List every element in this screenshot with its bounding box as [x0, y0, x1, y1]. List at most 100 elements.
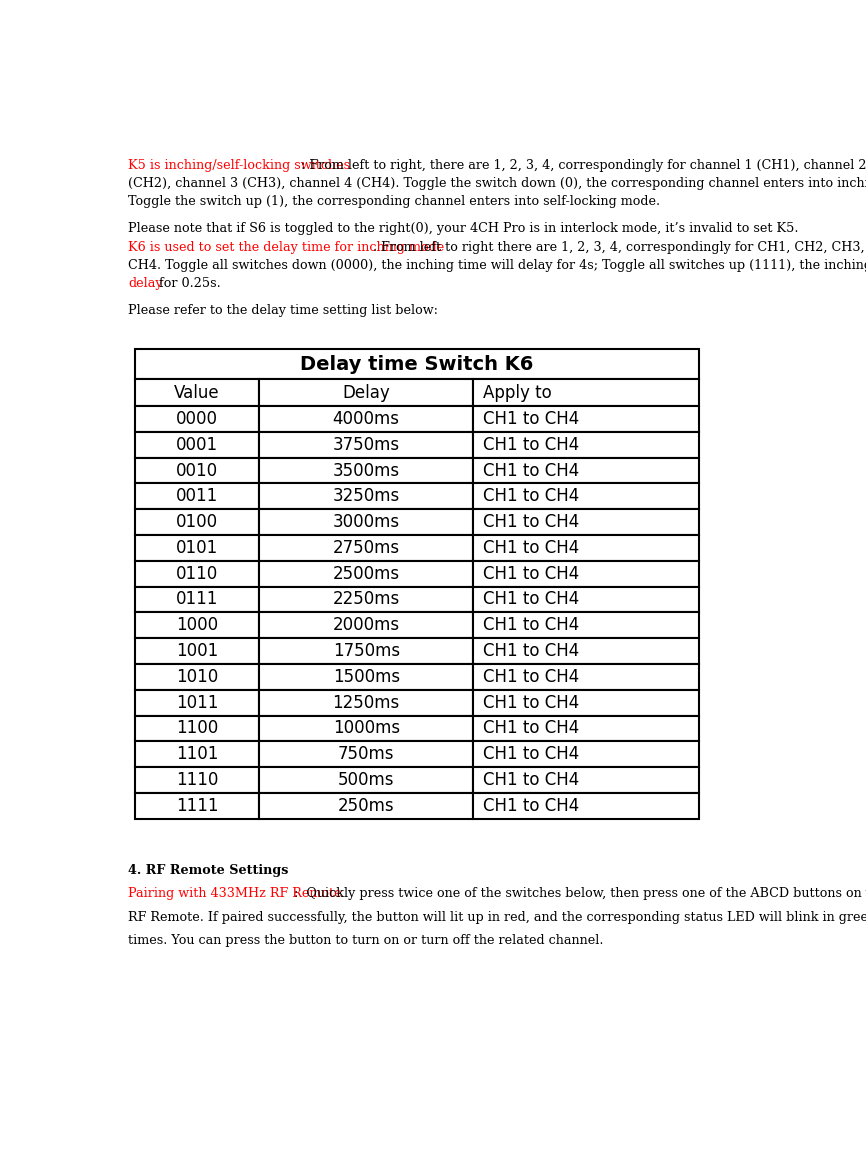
Text: (CH2), channel 3 (CH3), channel 4 (CH4). Toggle the switch down (0), the corresp: (CH2), channel 3 (CH3), channel 4 (CH4).…: [128, 177, 866, 190]
Bar: [474, 458, 699, 483]
Bar: [135, 664, 259, 690]
Bar: [474, 612, 699, 638]
Text: 1500ms: 1500ms: [333, 667, 400, 686]
Text: Please refer to the delay time setting list below:: Please refer to the delay time setting l…: [128, 304, 438, 317]
Text: 0000: 0000: [176, 410, 218, 428]
Text: 4. RF Remote Settings: 4. RF Remote Settings: [128, 864, 288, 877]
Bar: [259, 612, 474, 638]
Bar: [474, 690, 699, 716]
Text: Pairing with 433MHz RF Remote: Pairing with 433MHz RF Remote: [128, 887, 342, 900]
Bar: [474, 716, 699, 741]
Bar: [135, 483, 259, 509]
Bar: [135, 349, 699, 380]
Text: CH1 to CH4: CH1 to CH4: [483, 616, 579, 635]
Text: Please note that if S6 is toggled to the right(0), your 4CH Pro is in interlock : Please note that if S6 is toggled to the…: [128, 222, 798, 235]
Bar: [259, 535, 474, 560]
Bar: [135, 690, 259, 716]
Text: Delay: Delay: [342, 383, 390, 402]
Bar: [135, 612, 259, 638]
Text: 1101: 1101: [176, 745, 218, 764]
Bar: [259, 586, 474, 612]
Text: 1010: 1010: [176, 667, 218, 686]
Text: CH1 to CH4: CH1 to CH4: [483, 667, 579, 686]
Text: K5 is inching/self-locking switches: K5 is inching/self-locking switches: [128, 159, 351, 172]
Text: 500ms: 500ms: [338, 771, 395, 788]
Bar: [474, 664, 699, 690]
Text: 1011: 1011: [176, 693, 218, 712]
Text: . From left to right there are 1, 2, 3, 4, correspondingly for CH1, CH2, CH3,: . From left to right there are 1, 2, 3, …: [373, 241, 865, 254]
Bar: [135, 432, 259, 458]
Text: 0001: 0001: [176, 436, 218, 454]
Text: 2500ms: 2500ms: [333, 565, 400, 583]
Bar: [474, 407, 699, 432]
Text: CH1 to CH4: CH1 to CH4: [483, 745, 579, 764]
Bar: [474, 509, 699, 535]
Text: 3250ms: 3250ms: [333, 488, 400, 505]
Bar: [259, 767, 474, 793]
Bar: [474, 638, 699, 664]
Bar: [474, 586, 699, 612]
Text: K6 is used to set the delay time for inching mode: K6 is used to set the delay time for inc…: [128, 241, 444, 254]
Text: 1001: 1001: [176, 642, 218, 660]
Text: Toggle the switch up (1), the corresponding channel enters into self-locking mod: Toggle the switch up (1), the correspond…: [128, 195, 661, 208]
Bar: [474, 793, 699, 819]
Bar: [135, 716, 259, 741]
Text: 250ms: 250ms: [338, 797, 395, 814]
Bar: [259, 458, 474, 483]
Text: 1100: 1100: [176, 719, 218, 738]
Text: Apply to: Apply to: [483, 383, 553, 402]
Bar: [135, 458, 259, 483]
Text: CH1 to CH4: CH1 to CH4: [483, 719, 579, 738]
Text: :  Quickly press twice one of the switches below, then press one of the ABCD but: : Quickly press twice one of the switche…: [294, 887, 866, 900]
Text: 2250ms: 2250ms: [333, 591, 400, 609]
Text: : From left to right, there are 1, 2, 3, 4, correspondingly for channel 1 (CH1),: : From left to right, there are 1, 2, 3,…: [301, 159, 866, 172]
Bar: [135, 638, 259, 664]
Bar: [135, 407, 259, 432]
Text: CH1 to CH4: CH1 to CH4: [483, 488, 579, 505]
Text: 3000ms: 3000ms: [333, 513, 400, 531]
Text: CH1 to CH4: CH1 to CH4: [483, 771, 579, 788]
Bar: [135, 380, 259, 407]
Bar: [135, 793, 259, 819]
Text: 1250ms: 1250ms: [333, 693, 400, 712]
Bar: [259, 509, 474, 535]
Text: CH1 to CH4: CH1 to CH4: [483, 539, 579, 557]
Bar: [135, 586, 259, 612]
Bar: [259, 432, 474, 458]
Text: CH1 to CH4: CH1 to CH4: [483, 565, 579, 583]
Text: 1000ms: 1000ms: [333, 719, 400, 738]
Text: 0101: 0101: [176, 539, 218, 557]
Bar: [259, 716, 474, 741]
Text: CH1 to CH4: CH1 to CH4: [483, 797, 579, 814]
Text: Value: Value: [174, 383, 220, 402]
Bar: [259, 664, 474, 690]
Text: 3500ms: 3500ms: [333, 462, 400, 479]
Text: CH1 to CH4: CH1 to CH4: [483, 462, 579, 479]
Text: CH1 to CH4: CH1 to CH4: [483, 513, 579, 531]
Text: 4000ms: 4000ms: [333, 410, 400, 428]
Bar: [474, 560, 699, 586]
Bar: [135, 741, 259, 767]
Text: CH1 to CH4: CH1 to CH4: [483, 591, 579, 609]
Text: 0010: 0010: [176, 462, 218, 479]
Text: 2000ms: 2000ms: [333, 616, 400, 635]
Text: CH1 to CH4: CH1 to CH4: [483, 436, 579, 454]
Bar: [474, 741, 699, 767]
Text: Delay time Switch K6: Delay time Switch K6: [301, 355, 533, 374]
Text: 1000: 1000: [176, 616, 218, 635]
Bar: [135, 767, 259, 793]
Bar: [259, 407, 474, 432]
Bar: [259, 793, 474, 819]
Text: 1111: 1111: [176, 797, 218, 814]
Text: RF Remote. If paired successfully, the button will lit up in red, and the corres: RF Remote. If paired successfully, the b…: [128, 911, 866, 924]
Text: 1110: 1110: [176, 771, 218, 788]
Bar: [259, 741, 474, 767]
Bar: [474, 767, 699, 793]
Text: 3750ms: 3750ms: [333, 436, 400, 454]
Text: CH1 to CH4: CH1 to CH4: [483, 410, 579, 428]
Bar: [474, 432, 699, 458]
Bar: [474, 380, 699, 407]
Text: 0011: 0011: [176, 488, 218, 505]
Bar: [474, 535, 699, 560]
Bar: [259, 380, 474, 407]
